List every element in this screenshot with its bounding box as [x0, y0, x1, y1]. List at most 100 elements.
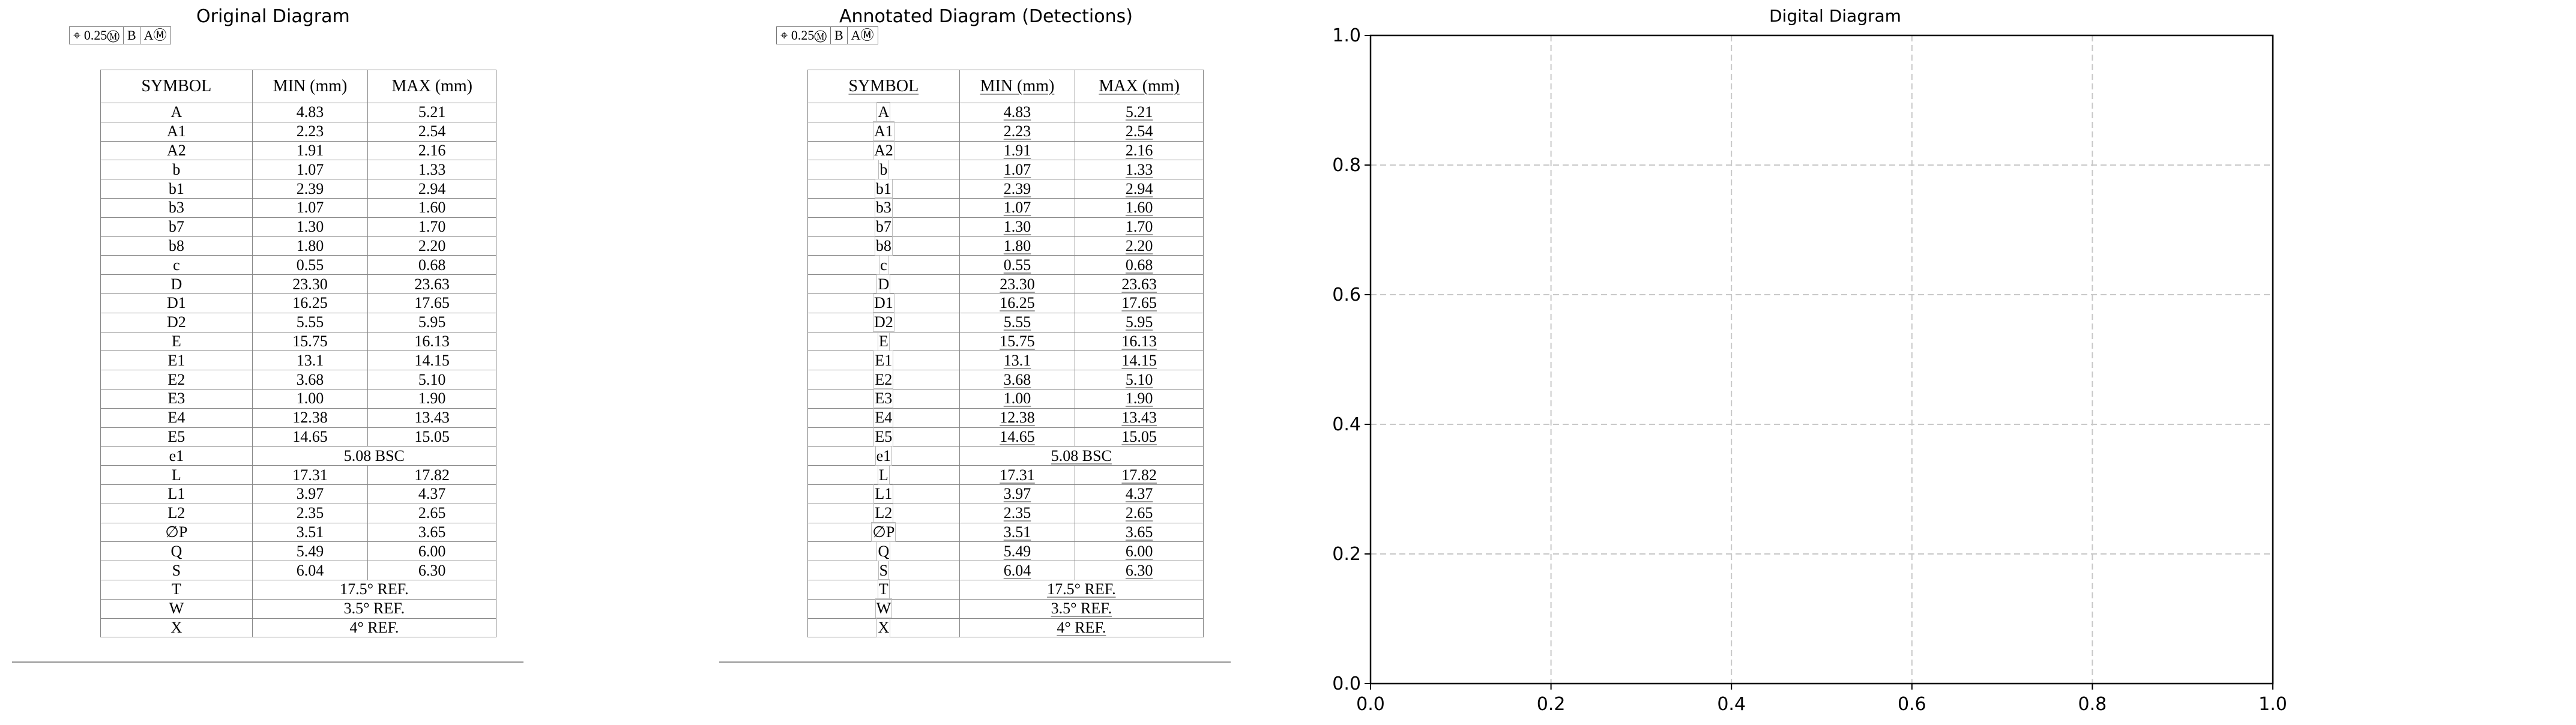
max-value-cell: 2.65	[1075, 503, 1204, 523]
symbol-text: A1	[166, 122, 186, 140]
symbol-cell: b1	[807, 178, 960, 199]
min-value-cell: 1.91	[252, 140, 369, 161]
annotated-diagram-panel: ⌖ 0.25Ⓜ B AⓂ SYMBOL MIN (mm) MAX (mm) A 4.8…	[707, 0, 1308, 723]
symbol-cell: A1	[807, 121, 960, 142]
tolerance-value: 0.25	[791, 28, 815, 43]
min-value-cell: 0.55	[252, 255, 369, 275]
min-value-text: 3.97	[1003, 485, 1031, 503]
table-row: L1 3.97 4.37	[807, 484, 1204, 504]
max-value-cell: 5.95	[1075, 312, 1204, 332]
symbol-header: SYMBOL	[100, 70, 253, 103]
max-value-text: 23.63	[1121, 275, 1157, 293]
reference-value-text: 17.5° REF.	[340, 580, 409, 598]
symbol-cell: b8	[100, 236, 253, 256]
max-value-text: 1.60	[418, 199, 446, 217]
max-value-text: 0.68	[418, 256, 446, 274]
max-value-cell: 6.00	[1075, 541, 1204, 562]
datum-a-cell: AⓂ	[847, 26, 878, 44]
min-value-cell: 1.91	[959, 140, 1076, 161]
reference-value-text: 5.08 BSC	[1051, 447, 1112, 465]
y-tick-label: 0.0	[1332, 673, 1361, 694]
tolerance-frame: ⌖ 0.25Ⓜ B AⓂ	[69, 26, 171, 44]
x-tick-label: 0.8	[2078, 694, 2107, 715]
min-value-text: 17.31	[1000, 466, 1035, 484]
max-value-cell: 14.15	[1075, 350, 1204, 371]
max-value-cell: 5.10	[367, 370, 496, 390]
symbol-text: b1	[168, 179, 184, 197]
symbol-cell: Q	[100, 541, 253, 562]
table-row: b1 2.39 2.94	[100, 179, 496, 199]
max-value-cell: 1.90	[367, 388, 496, 409]
table-row: A2 1.91 2.16	[100, 140, 496, 161]
min-value-cell: 13.1	[252, 350, 369, 371]
max-value-cell: 17.65	[367, 293, 496, 313]
symbol-text: S	[878, 560, 890, 580]
max-value-text: 5.10	[1125, 370, 1153, 388]
symbol-text: A2	[872, 140, 894, 160]
symbol-cell: A	[100, 103, 253, 122]
symbol-cell: e1	[100, 446, 253, 466]
min-value-cell: 1.30	[959, 217, 1076, 237]
table-row: S 6.04 6.30	[807, 560, 1204, 580]
symbol-text: Q	[876, 541, 891, 561]
max-value-text: 6.00	[1125, 542, 1153, 560]
min-value-text: 1.91	[1003, 141, 1031, 159]
min-value-text: 2.35	[1003, 504, 1031, 522]
table-row: b7 1.30 1.70	[807, 217, 1204, 237]
min-value-cell: 2.23	[252, 121, 369, 142]
symbol-cell: S	[100, 561, 253, 580]
reference-value-text: 5.08 BSC	[343, 447, 405, 465]
min-value-cell: 6.04	[252, 561, 369, 580]
symbol-text: E	[877, 331, 890, 351]
table-row: D2 5.55 5.95	[100, 312, 496, 332]
reference-value-cell: 3.5° REF.	[252, 598, 497, 619]
max-value-cell: 23.63	[367, 274, 496, 294]
max-value-text: 2.16	[1125, 141, 1153, 159]
max-value-text: 16.13	[414, 332, 450, 350]
min-value-text: 3.68	[1003, 370, 1031, 388]
max-value-cell: 2.65	[367, 503, 496, 523]
datum-a-label: A	[851, 28, 861, 43]
table-row: e1 5.08 BSC	[100, 446, 497, 466]
min-value-text: 1.00	[1003, 390, 1031, 408]
max-value-cell: 1.90	[1075, 388, 1204, 409]
min-value-cell: 16.25	[252, 293, 369, 313]
min-value-text: 5.55	[1003, 313, 1031, 331]
symbol-cell: E	[807, 331, 960, 352]
min-value-cell: 15.75	[252, 331, 369, 352]
symbol-text: A	[876, 102, 891, 122]
symbol-cell: W	[807, 598, 960, 619]
max-value-text: 1.90	[418, 390, 446, 408]
min-value-text: 2.23	[296, 122, 324, 140]
symbol-text: E4	[167, 409, 186, 427]
symbol-text: A2	[166, 141, 186, 159]
max-value-text: 2.94	[1125, 179, 1153, 197]
x-tick-label: 0.2	[1537, 694, 1566, 715]
x-tick-label: 0.4	[1717, 694, 1746, 715]
reference-value-cell: 4° REF.	[252, 618, 497, 638]
symbol-cell: L1	[807, 484, 960, 504]
max-value-text: 2.54	[418, 122, 446, 140]
y-tick-label: 0.6	[1332, 284, 1361, 305]
datum-a-mmc-icon: Ⓜ	[153, 28, 167, 43]
symbol-cell: b3	[807, 197, 960, 218]
min-value-text: 1.07	[1003, 160, 1031, 178]
table-row: L 17.31 17.82	[100, 465, 496, 485]
max-value-text: 15.05	[414, 427, 450, 445]
min-value-text: 16.25	[1000, 294, 1035, 312]
table-row: c 0.55 0.68	[807, 254, 1204, 275]
x-tick-label: 0.0	[1356, 694, 1385, 715]
max-value-cell: 2.20	[367, 236, 496, 256]
symbol-text: W	[169, 600, 184, 618]
min-value-cell: 2.35	[959, 503, 1076, 523]
table-row: A 4.83 5.21	[100, 103, 496, 122]
symbol-text: D2	[166, 313, 186, 331]
table-row: E2 3.68 5.10	[807, 369, 1204, 390]
min-value-cell: 14.65	[959, 427, 1076, 447]
symbol-text: X	[170, 618, 182, 636]
min-value-cell: 1.00	[252, 388, 369, 409]
min-value-text: 1.91	[296, 141, 324, 159]
min-value-text: 1.07	[1003, 199, 1031, 217]
min-value-text: 6.04	[1003, 561, 1031, 579]
min-value-cell: 14.65	[252, 427, 369, 447]
